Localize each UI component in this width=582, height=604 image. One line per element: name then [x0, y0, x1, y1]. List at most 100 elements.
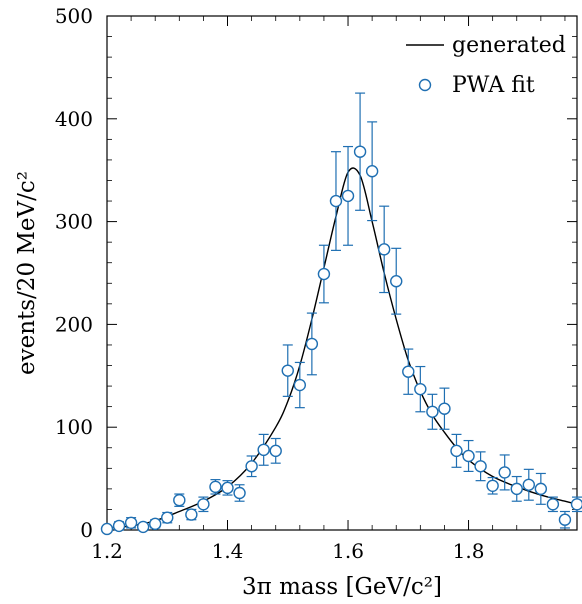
pwa-fit-point [402, 348, 415, 395]
data-marker [341, 189, 355, 203]
data-marker [450, 444, 463, 458]
legend: generated PWA fit [406, 33, 566, 98]
data-marker [365, 165, 379, 178]
pwa-fit-point [390, 247, 403, 315]
x-tick-label: 1.2 [91, 539, 123, 563]
pwa-fit-point [161, 511, 174, 524]
pwa-fit-point [450, 433, 463, 468]
pwa-fit-point [414, 365, 427, 413]
x-tick-label: 1.6 [332, 539, 364, 563]
data-marker [149, 517, 162, 531]
pwa-fit-point [257, 433, 270, 466]
legend-pwa-fit-swatch [418, 78, 432, 92]
pwa-fit-point [136, 520, 150, 534]
data-marker [221, 481, 234, 495]
data-marker [377, 243, 391, 256]
y-tick-label: 0 [80, 518, 93, 542]
data-marker [510, 482, 523, 496]
data-marker [173, 493, 186, 507]
data-marker [353, 145, 367, 158]
pwa-fit-point [341, 145, 355, 246]
pwa-fit-point [112, 519, 126, 533]
data-marker [462, 449, 475, 463]
data-marker [474, 460, 487, 473]
pwa-fit-point [293, 361, 307, 409]
data-marker [522, 478, 535, 491]
data-marker [390, 275, 403, 288]
pwa-fit-point [438, 387, 451, 430]
pwa-fit-point [100, 522, 114, 536]
pwa-fit-point [221, 480, 234, 496]
pwa-fit-point [245, 455, 258, 478]
legend-pwa-fit-label: PWA fit [452, 73, 535, 98]
pwa-fit-point [558, 510, 572, 529]
data-marker [233, 486, 246, 500]
data-marker [426, 405, 439, 418]
data-marker [438, 402, 451, 415]
pwa-fit-point [486, 476, 499, 495]
pwa-fit-point [570, 496, 582, 513]
y-axis-title: events/20 MeV/c² [14, 171, 40, 375]
pwa-fit-point [329, 151, 343, 251]
pwa-fit-point [149, 517, 162, 531]
data-marker [197, 498, 210, 511]
pwa-fit-point [317, 244, 331, 304]
pwa-fit-point [498, 454, 511, 491]
pwa-fit-point [269, 437, 282, 464]
y-tick-label: 200 [55, 312, 93, 336]
pwa-fit-points-layer [100, 92, 582, 536]
tick-labels: 0 100 200 300 400 500 1.2 1.4 1.6 1.8 [55, 4, 485, 563]
pwa-fit-point [124, 516, 138, 530]
data-marker [136, 520, 150, 534]
data-marker [185, 508, 198, 521]
data-marker [570, 498, 582, 511]
data-marker [402, 365, 415, 378]
data-marker [245, 460, 258, 473]
pwa-fit-point [365, 121, 379, 222]
x-tick-label: 1.4 [212, 539, 244, 563]
pwa-fit-point [173, 493, 186, 507]
plot-frame [106, 15, 578, 531]
data-marker [486, 479, 499, 492]
data-marker [534, 482, 548, 496]
pwa-fit-point [281, 344, 294, 397]
data-marker [281, 364, 294, 377]
data-marker [498, 466, 511, 479]
pwa-fit-point [522, 468, 535, 501]
pwa-fit-point [209, 479, 222, 495]
pwa-fit-point [534, 472, 548, 505]
y-tick-label: 400 [55, 107, 93, 131]
y-tick-label: 500 [55, 4, 93, 28]
pwa-fit-point [462, 439, 475, 473]
pwa-fit-point [546, 496, 560, 513]
x-tick-label: 1.8 [453, 539, 485, 563]
data-marker [414, 382, 427, 396]
data-marker [161, 511, 174, 524]
data-marker [558, 513, 572, 526]
data-marker [100, 522, 114, 536]
pwa-fit-point [426, 393, 439, 430]
pwa-fit-point [474, 451, 487, 482]
pwa-fit-point [377, 205, 391, 294]
legend-generated-label: generated [452, 33, 566, 58]
y-tick-label: 300 [55, 210, 93, 234]
x-axis-title: 3π mass [GeV/c²] [242, 574, 442, 600]
data-marker [305, 337, 319, 351]
pwa-fit-point [510, 475, 523, 502]
pwa-fit-point [185, 508, 198, 521]
data-marker [112, 519, 126, 533]
pwa-fit-point [353, 92, 367, 211]
data-marker [257, 443, 270, 457]
data-marker [329, 194, 343, 208]
data-marker [293, 378, 307, 392]
data-marker [269, 444, 282, 458]
data-marker [546, 498, 560, 511]
data-marker [209, 480, 222, 494]
data-marker [124, 516, 138, 530]
data-marker [317, 267, 331, 281]
pwa-fit-point [197, 496, 210, 513]
y-tick-label: 100 [55, 415, 93, 439]
axis-ticks [106, 15, 577, 531]
pwa-fit-point [305, 312, 319, 376]
